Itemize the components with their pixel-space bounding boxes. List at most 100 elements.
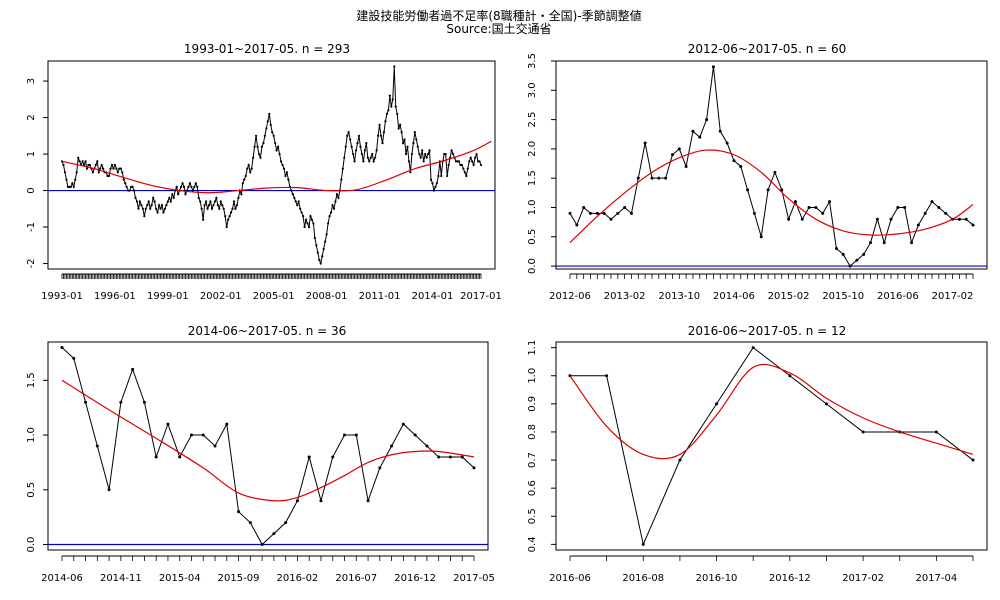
- data-point: [159, 207, 162, 210]
- data-point: [215, 196, 218, 199]
- y-tick-label: 0.0: [26, 537, 37, 553]
- data-point: [113, 163, 117, 167]
- data-point: [409, 171, 412, 174]
- data-point: [678, 458, 682, 462]
- data-point: [807, 205, 811, 209]
- data-point: [478, 160, 481, 163]
- x-tick-label: 2015-09: [218, 573, 260, 584]
- data-point: [475, 152, 478, 156]
- data-point: [71, 182, 74, 185]
- chart-panel-1: 1993-01~2017-05. n = 293 -2 -1 0 1 2 3 1993-01…: [26, 42, 502, 302]
- data-point: [416, 145, 419, 148]
- data-point: [331, 455, 335, 459]
- data-point: [306, 222, 309, 225]
- data-point: [254, 134, 258, 137]
- data-point: [179, 185, 183, 188]
- y-tick-label: 1.1: [527, 340, 538, 356]
- data-point: [88, 163, 92, 167]
- data-point: [165, 204, 168, 207]
- data-point: [469, 156, 472, 159]
- data-point: [397, 127, 400, 130]
- figure-title: 建設技能労働者過不足率(8職種計・全国)-季節調整値: [356, 8, 641, 23]
- data-point: [354, 433, 358, 437]
- data-point: [387, 109, 390, 112]
- data-point: [125, 185, 128, 188]
- data-point: [793, 200, 797, 204]
- x-tick-label: 2011-01: [359, 291, 401, 302]
- data-point: [374, 156, 377, 159]
- data-point: [209, 200, 212, 203]
- x-tick-label: 2008-01: [306, 291, 348, 302]
- data-point: [759, 235, 763, 239]
- data-point: [366, 499, 370, 503]
- data-point: [363, 149, 366, 152]
- data-point: [718, 129, 722, 133]
- data-point: [250, 167, 253, 170]
- data-point: [172, 196, 175, 199]
- series-line: [61, 66, 482, 266]
- data-point: [357, 134, 361, 137]
- data-point: [169, 200, 172, 203]
- data-point: [72, 356, 76, 360]
- data-point: [399, 123, 402, 126]
- x-tick-label: 2017-02: [932, 291, 974, 302]
- data-point: [432, 189, 436, 192]
- data-point: [91, 171, 94, 174]
- data-point: [457, 160, 461, 163]
- data-point: [328, 214, 331, 218]
- x-tick-label: 2017-02: [842, 573, 884, 584]
- data-point: [327, 222, 330, 225]
- data-point: [321, 255, 324, 258]
- data-point: [650, 176, 654, 180]
- data-point: [131, 367, 135, 371]
- data-point: [341, 167, 344, 170]
- data-point: [121, 171, 124, 174]
- data-point: [390, 105, 393, 108]
- data-point: [910, 241, 914, 245]
- data-point: [315, 244, 318, 247]
- data-point: [140, 204, 143, 207]
- data-point: [265, 127, 268, 130]
- y-tick-label: -2: [26, 259, 37, 269]
- data-point: [472, 163, 475, 167]
- data-point: [131, 185, 134, 188]
- data-point: [595, 211, 599, 215]
- data-point: [934, 430, 938, 434]
- data-point: [636, 176, 640, 180]
- data-point: [196, 185, 199, 188]
- data-point: [284, 521, 288, 525]
- data-point: [388, 94, 391, 97]
- y-tick-label: 0.8: [527, 424, 538, 440]
- data-point: [401, 422, 405, 426]
- data-point: [116, 171, 119, 174]
- x-tick-label: 2013-02: [604, 291, 646, 302]
- data-point: [369, 156, 372, 159]
- data-point: [260, 145, 264, 148]
- data-point: [291, 193, 294, 196]
- data-point: [343, 156, 346, 159]
- y-tick-label: -1: [26, 222, 37, 232]
- data-point: [944, 211, 948, 215]
- data-point: [184, 193, 187, 196]
- y-tick-label: 3.5: [527, 53, 538, 69]
- figure-subtitle: Source:国土交通省: [446, 21, 551, 36]
- data-point: [115, 167, 118, 170]
- data-point: [407, 160, 411, 163]
- data-point: [303, 225, 306, 229]
- data-point: [368, 160, 371, 163]
- data-point: [124, 182, 127, 185]
- data-point: [107, 174, 111, 178]
- data-point: [371, 152, 374, 156]
- data-point: [319, 499, 323, 503]
- data-point: [269, 123, 272, 126]
- data-point: [440, 174, 443, 178]
- chart-panel-3: 2014-06~2017-05. n = 36 0.0 0.5 1.0 1.5 2014…: [26, 324, 495, 584]
- data-point: [362, 160, 365, 163]
- panel-title: 2014-06~2017-05. n = 36: [188, 324, 347, 338]
- data-point: [752, 211, 756, 215]
- data-point: [403, 138, 406, 141]
- data-point: [263, 134, 266, 137]
- data-point: [376, 134, 380, 137]
- data-point: [462, 167, 465, 170]
- data-point: [248, 521, 252, 525]
